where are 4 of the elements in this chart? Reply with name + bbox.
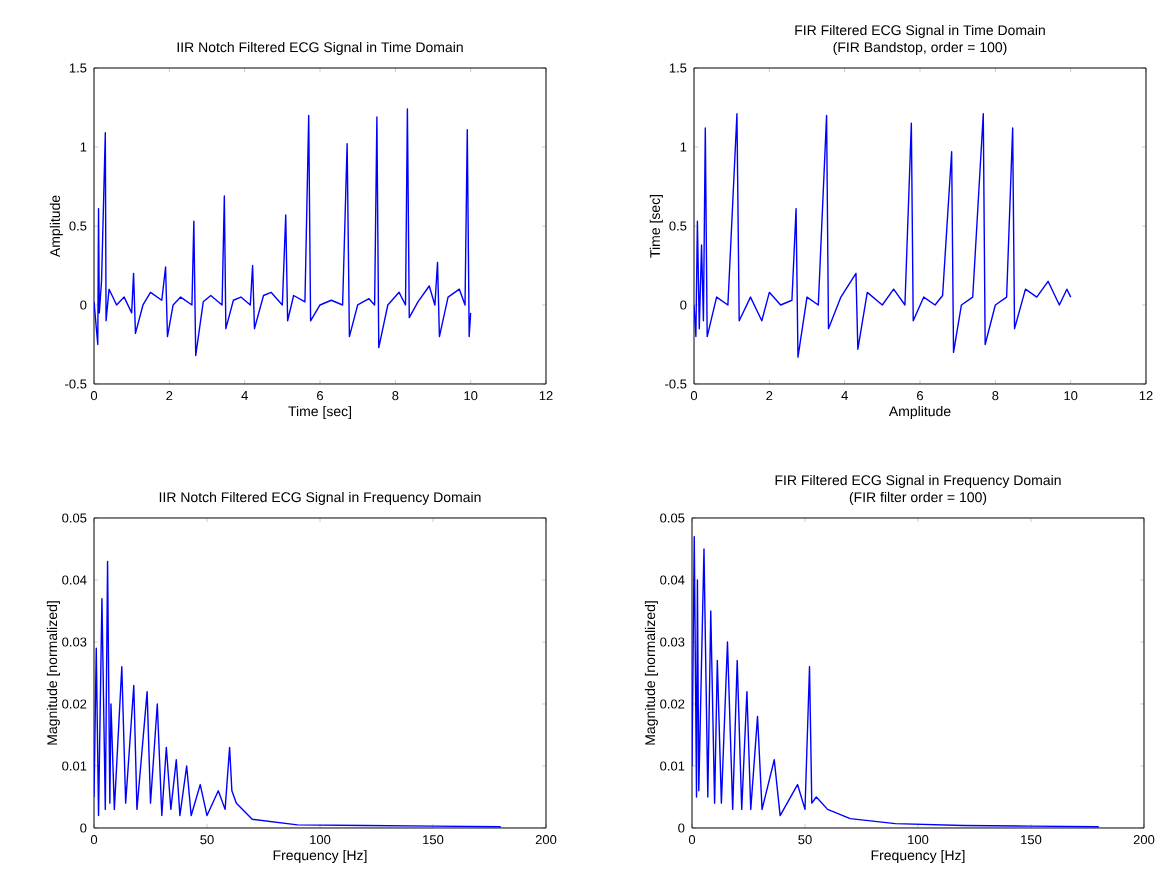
line-series bbox=[692, 535, 1100, 828]
line-series bbox=[694, 113, 1072, 358]
line-series bbox=[94, 108, 472, 357]
line-series bbox=[94, 560, 502, 828]
